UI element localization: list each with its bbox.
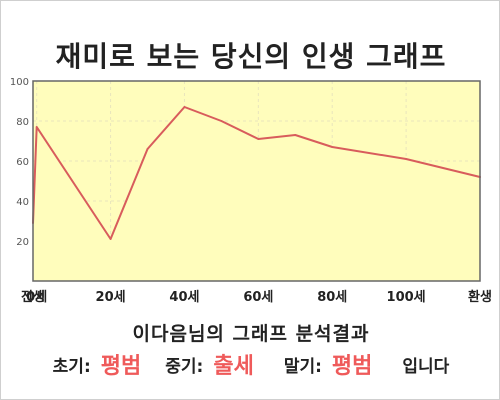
data-point	[294, 134, 297, 136]
area-fill	[33, 107, 480, 281]
result-summary: 이다음님의 그래프 분석결과	[132, 323, 370, 345]
axis-layer	[32, 80, 481, 282]
late-label: 말기:	[283, 356, 322, 377]
x-tick-label: 20세	[96, 290, 126, 305]
y-tick-label: 20	[16, 237, 29, 248]
data-point	[220, 120, 223, 122]
y-tick-label: 100	[10, 77, 29, 88]
closing-text: 입니다	[402, 356, 450, 377]
data-point	[405, 158, 408, 160]
data-point	[331, 146, 334, 148]
x-tick-label: 0세	[26, 290, 47, 305]
middle-value: 출세	[213, 354, 254, 379]
y-tick-label: 80	[16, 117, 29, 128]
data-point	[257, 138, 260, 140]
y-tick-label: 40	[16, 197, 29, 208]
early-label: 초기:	[52, 356, 91, 377]
x-tick-label: 80세	[317, 290, 347, 305]
y-tick-label: 60	[16, 157, 29, 168]
x-tick-label: 전생	[21, 289, 45, 305]
chart-title: 재미로 보는 당신의 인생 그래프	[55, 40, 447, 73]
chart-container: 20 40 60 80 100 전생 0세 20세 40세 60세 80세 100세 환생	[1, 71, 500, 311]
data-point	[146, 148, 149, 150]
data-point	[35, 126, 38, 128]
area-layer	[33, 107, 480, 281]
middle-label: 중기:	[165, 356, 204, 377]
early-value: 평범	[100, 354, 142, 379]
x-tick-label: 40세	[169, 290, 199, 305]
result-sentence: 초기: 평범 중기: 출세 말기: 평범 입니다	[1, 347, 500, 381]
late-value: 평범	[331, 354, 373, 379]
x-tick-label: 환생	[468, 289, 492, 305]
plot-border	[32, 80, 481, 282]
data-point	[183, 106, 186, 108]
x-tick-label: 60세	[243, 290, 273, 305]
data-point	[109, 238, 112, 240]
x-tick-label: 100세	[387, 290, 426, 305]
